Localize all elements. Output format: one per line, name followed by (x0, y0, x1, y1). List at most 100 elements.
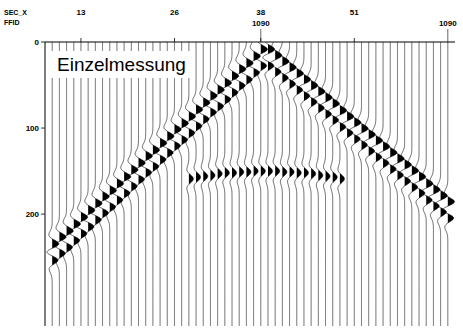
y-tick-label: 200 (26, 210, 40, 219)
trace-line (205, 42, 217, 326)
trace-line (169, 42, 181, 326)
x-tick-label: 51 (350, 8, 359, 17)
trace-fill (59, 42, 66, 326)
trace-line (320, 42, 332, 326)
trace-fill (167, 42, 174, 326)
trace-fill (397, 42, 404, 326)
trace-fill (124, 42, 131, 326)
y-tick-label: 100 (26, 124, 40, 133)
trace-fill (311, 42, 318, 326)
x2-tick-label: 1090 (439, 19, 457, 28)
trace-line (54, 42, 66, 326)
trace-line (227, 42, 239, 326)
trace-line (335, 42, 347, 326)
y-tick (41, 42, 45, 43)
trace-line (248, 42, 260, 326)
trace-line (184, 42, 196, 326)
x-tick (174, 38, 175, 42)
trace (141, 42, 153, 326)
trace-fill (383, 42, 390, 326)
trace-line (198, 42, 210, 326)
x-tick-label: 38 (256, 8, 265, 17)
trace (191, 42, 203, 326)
trace-fill (390, 42, 397, 326)
trace (256, 42, 268, 326)
trace (378, 42, 390, 326)
trace-fill (448, 42, 455, 326)
trace-fill (441, 42, 448, 326)
trace (435, 42, 447, 326)
trace-fill (52, 42, 59, 326)
trace (414, 42, 426, 326)
trace-line (400, 42, 412, 326)
trace-fill (74, 42, 81, 326)
trace-line (342, 42, 354, 326)
trace-line (263, 42, 275, 326)
trace-fill (304, 42, 311, 326)
trace (169, 42, 181, 326)
chart: 1326385110901090SEC_XFFID0100200Einzelme… (0, 0, 463, 329)
trace-line (421, 42, 433, 326)
trace (227, 42, 239, 326)
trace-fill (117, 42, 124, 326)
trace-line (76, 42, 88, 326)
trace-line (392, 42, 404, 326)
trace-fill (340, 42, 347, 326)
trace (292, 42, 304, 326)
x-tick (354, 38, 355, 42)
trace (69, 42, 81, 326)
x2-tick (260, 29, 261, 42)
x2-tick-label: 1090 (252, 19, 270, 28)
trace (184, 42, 196, 326)
title-box (51, 51, 192, 78)
trace-fill (326, 42, 333, 326)
trace-line (162, 42, 174, 326)
y-axis-line (45, 42, 46, 326)
trace (335, 42, 347, 326)
y-tick (41, 128, 45, 129)
trace (443, 42, 455, 326)
trace (400, 42, 412, 326)
trace-fill (146, 42, 153, 326)
trace-fill (412, 42, 419, 326)
trace (205, 42, 217, 326)
trace-line (148, 42, 160, 326)
trace-fill (426, 42, 433, 326)
trace-fill (67, 42, 74, 326)
trace (349, 42, 361, 326)
trace (248, 42, 260, 326)
trace (385, 42, 397, 326)
trace-line (299, 42, 311, 326)
trace (364, 42, 376, 326)
trace-line (364, 42, 376, 326)
y-tick (41, 214, 45, 215)
x2-tick (447, 29, 448, 42)
trace-line (220, 42, 232, 326)
trace-fill (81, 42, 88, 326)
trace-line (435, 42, 447, 326)
trace-fill (110, 42, 117, 326)
trace-line (141, 42, 153, 326)
trace-fill (189, 42, 196, 326)
trace-line (155, 42, 167, 326)
trace-line (407, 42, 419, 326)
trace-fill (361, 42, 368, 326)
trace-fill (433, 42, 440, 326)
trace (155, 42, 167, 326)
trace-fill (354, 42, 361, 326)
trace-fill (174, 42, 181, 326)
x-tick (80, 38, 81, 42)
trace-fill (203, 42, 210, 326)
trace (356, 42, 368, 326)
trace (126, 42, 138, 326)
trace (105, 42, 117, 326)
trace (177, 42, 189, 326)
trace (198, 42, 210, 326)
trace-line (313, 42, 325, 326)
trace (47, 42, 59, 326)
trace (277, 42, 289, 326)
trace-fill (333, 42, 340, 326)
trace-line (378, 42, 390, 326)
trace (54, 42, 66, 326)
trace-line (177, 42, 189, 326)
